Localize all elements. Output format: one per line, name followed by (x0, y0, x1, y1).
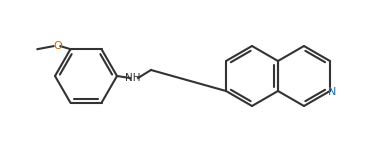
Text: N: N (328, 87, 336, 97)
Text: NH: NH (125, 73, 141, 83)
Text: O: O (53, 41, 62, 51)
